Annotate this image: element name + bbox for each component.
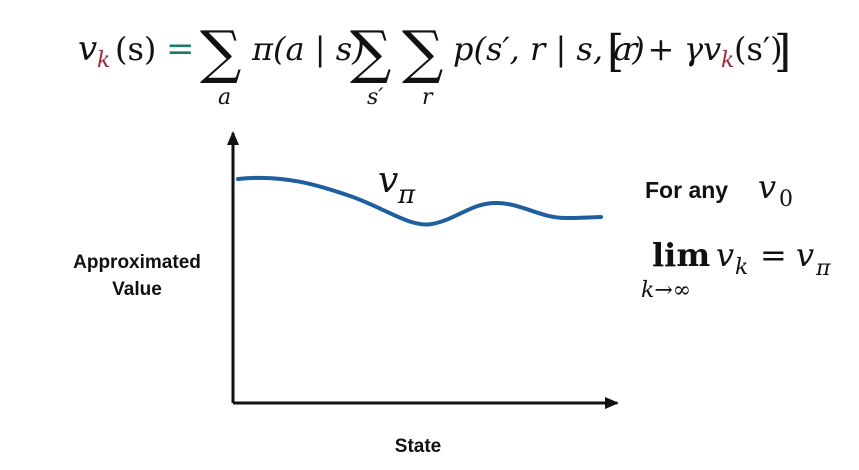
open-bracket: [ [607,26,624,77]
v0-subscript: 0 [779,187,793,212]
curve-label: v π [378,160,416,210]
equation-lhs-subscript: k [97,48,110,73]
lim-equals: = [760,236,787,274]
sum-symbol-r: ∑ [402,18,443,86]
bellman-equation: v k (s) = ∑ a π(a | s) ∑ s′ ∑ r p(s′, r … [78,18,791,110]
lim-rhs-subscript: π [815,256,831,281]
lim-operator: lim [652,236,710,274]
y-axis-label-line1: Approximated [73,252,201,273]
equation-lhs-argument: (s) [115,30,156,68]
bracket-reward: r + [622,30,674,68]
y-axis-label-line2: Value [112,279,162,300]
bracket-argument: (s′) [734,30,783,68]
lim-rhs-v: v [796,236,814,274]
sum-subscript-r: r [422,85,434,110]
equation-equals: = [166,29,195,69]
lim-v-subscript: k [735,255,748,280]
v0-v: v [758,168,776,206]
lim-subscript: k→∞ [641,278,691,303]
bracket-subscript: k [721,48,734,73]
for-any-text: For any [645,177,728,203]
equation-lhs-v: v [78,29,97,69]
lim-v: v [716,236,734,274]
x-axis-label: State [395,436,441,457]
curve-label-v: v [378,160,398,201]
sum-symbol-a: ∑ [200,18,241,86]
axes [227,131,619,409]
value-function-curve [236,175,603,227]
convergence-note: For any v 0 lim k→∞ v k = v π [641,168,831,303]
transition-term: p(s′, r | s, a) [453,30,645,68]
sum-subscript-s-prime: s′ [367,85,383,110]
policy-term: π(a | s) [251,30,365,68]
sum-symbol-s-prime: ∑ [350,18,391,86]
bracket-gamma-v: γv [684,30,721,68]
curve-label-subscript: π [397,180,416,210]
close-bracket: ] [774,26,791,77]
sum-subscript-a: a [218,85,231,110]
